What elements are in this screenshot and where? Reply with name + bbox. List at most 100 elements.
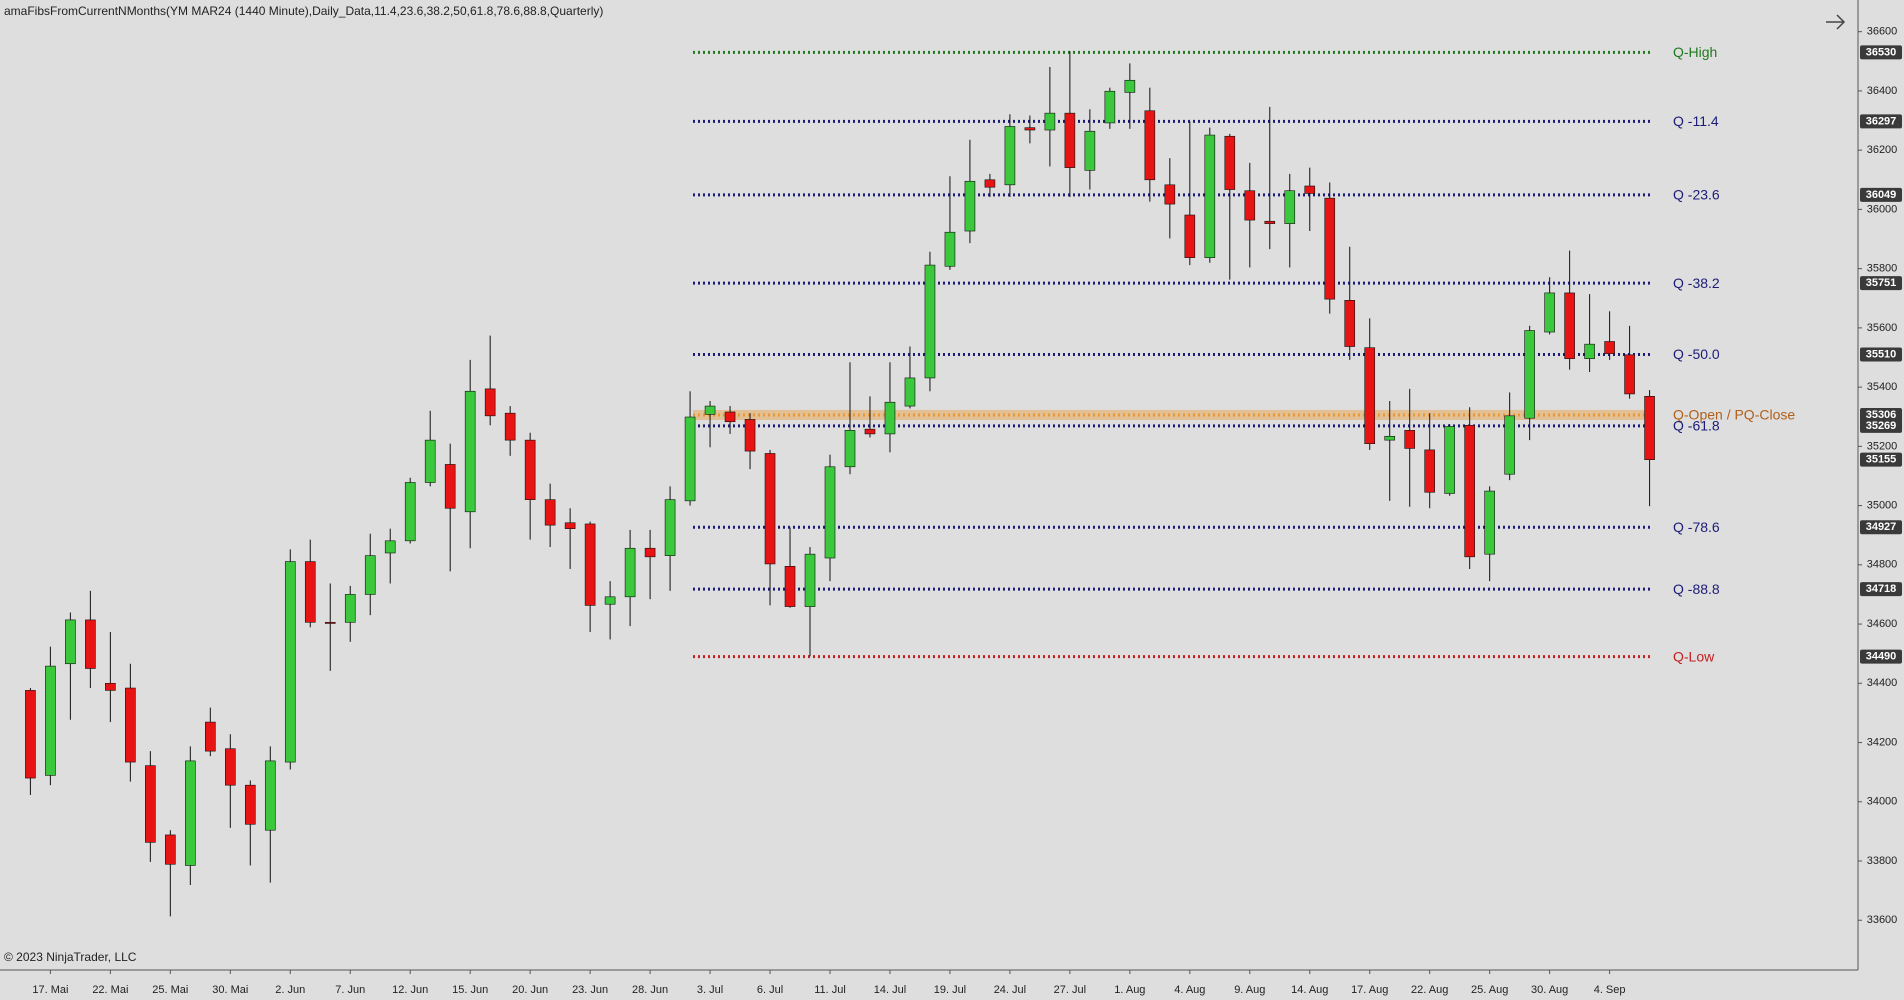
y-tick-label: 36600: [1867, 26, 1898, 38]
candle-body: [1564, 292, 1575, 359]
candle-body: [1444, 426, 1455, 494]
x-tick-label: 4. Sep: [1594, 984, 1626, 996]
x-tick-label: 19. Jul: [934, 984, 966, 996]
x-tick-label: 14. Aug: [1291, 984, 1328, 996]
candle-body: [424, 439, 436, 483]
candle-body: [964, 180, 976, 232]
candle-body: [724, 411, 736, 423]
candle-body: [884, 401, 896, 435]
candle-body: [504, 412, 516, 441]
x-tick-label: 22. Aug: [1411, 984, 1448, 996]
candle-body: [324, 621, 336, 624]
x-tick-label: 24. Jul: [994, 984, 1026, 996]
level-label: Q -11.4: [1673, 113, 1719, 129]
price-box-label: 34718: [1866, 583, 1897, 595]
candle-body: [1344, 300, 1356, 347]
x-tick-label: 3. Jul: [697, 984, 723, 996]
candle-body: [25, 690, 36, 779]
x-tick-label: 15. Jun: [452, 984, 488, 996]
level-label: Q -78.6: [1673, 519, 1720, 535]
candle-body: [804, 553, 816, 607]
y-tick-label: 34400: [1867, 677, 1898, 689]
y-tick-label: 36000: [1867, 203, 1898, 215]
candle-body: [584, 523, 596, 606]
x-tick-label: 17. Mai: [32, 984, 68, 996]
last-price-label: 35155: [1866, 454, 1897, 466]
candle-body: [1264, 220, 1276, 224]
y-tick-label: 35400: [1867, 381, 1898, 393]
candle-body: [1104, 90, 1116, 124]
candle-body: [704, 405, 716, 415]
candle-body: [444, 464, 456, 509]
candle-body: [1324, 197, 1336, 300]
copyright: © 2023 NinjaTrader, LLC: [4, 950, 137, 964]
candle-body: [1144, 110, 1156, 181]
candle-body: [45, 665, 56, 776]
price-box-label: 36049: [1866, 189, 1897, 201]
candle-body: [484, 388, 496, 417]
candle-body: [145, 765, 156, 843]
price-box-label: 34490: [1866, 651, 1897, 663]
y-tick-label: 36200: [1867, 144, 1898, 156]
x-tick-label: 7. Jun: [335, 984, 365, 996]
candle-body: [824, 466, 836, 559]
y-tick-label: 34800: [1867, 559, 1898, 571]
level-label: Q -23.6: [1673, 187, 1720, 203]
candle-body: [784, 566, 796, 607]
candle-body: [544, 499, 556, 526]
x-tick-label: 28. Jun: [632, 984, 668, 996]
candle-body: [1464, 425, 1475, 558]
level-label: Q-Open / PQ-Close: [1673, 407, 1795, 423]
price-box: [1860, 45, 1902, 60]
candle-body: [304, 561, 316, 623]
y-tick-label: 35200: [1867, 440, 1898, 452]
x-tick-label: 1. Aug: [1114, 984, 1145, 996]
candle-body: [1164, 184, 1176, 205]
candle-body: [1524, 330, 1535, 419]
y-tick-label: 34000: [1867, 796, 1898, 808]
candle-body: [284, 561, 296, 763]
candle-body: [1304, 185, 1316, 194]
x-tick-label: 30. Mai: [212, 984, 248, 996]
x-tick-label: 22. Mai: [92, 984, 128, 996]
candle-body: [464, 390, 476, 513]
x-tick-label: 14. Jul: [874, 984, 906, 996]
x-tick-label: 9. Aug: [1234, 984, 1265, 996]
price-box-label: 35751: [1866, 277, 1897, 289]
price-box: [1860, 407, 1902, 422]
candle-body: [105, 682, 116, 691]
candle-body: [1024, 127, 1036, 131]
candle-body: [864, 428, 876, 435]
price-box: [1860, 276, 1902, 291]
level-label: Q-High: [1673, 44, 1717, 60]
candle-body: [1624, 354, 1635, 395]
candle-body: [264, 760, 276, 831]
y-tick-label: 33600: [1867, 914, 1898, 926]
candle-body: [85, 619, 96, 669]
y-tick-label: 34600: [1867, 618, 1898, 630]
candle-body: [684, 416, 696, 502]
back-arrow[interactable]: [1826, 14, 1846, 30]
candle-body: [1224, 135, 1236, 190]
candle-body: [844, 430, 856, 468]
x-tick-label: 4. Aug: [1174, 984, 1205, 996]
candle-body: [644, 547, 656, 558]
x-tick-label: 12. Jun: [392, 984, 428, 996]
chart-title: amaFibsFromCurrentNMonths(YM MAR24 (1440…: [4, 4, 603, 18]
x-tick-label: 11. Jul: [814, 984, 846, 996]
candle-body: [1404, 430, 1416, 449]
candle-body: [1544, 292, 1555, 333]
price-box: [1860, 418, 1902, 433]
price-box: [1860, 582, 1902, 597]
y-tick-label: 35800: [1867, 263, 1898, 275]
level-label: Q -38.2: [1673, 275, 1720, 291]
candle-body: [1644, 395, 1655, 460]
candle-body: [384, 540, 396, 554]
price-box: [1860, 114, 1902, 129]
candle-body: [1424, 449, 1435, 493]
price-box-label: 34927: [1866, 521, 1897, 533]
x-tick-label: 23. Jun: [572, 984, 608, 996]
price-box-label: 35306: [1866, 409, 1897, 421]
